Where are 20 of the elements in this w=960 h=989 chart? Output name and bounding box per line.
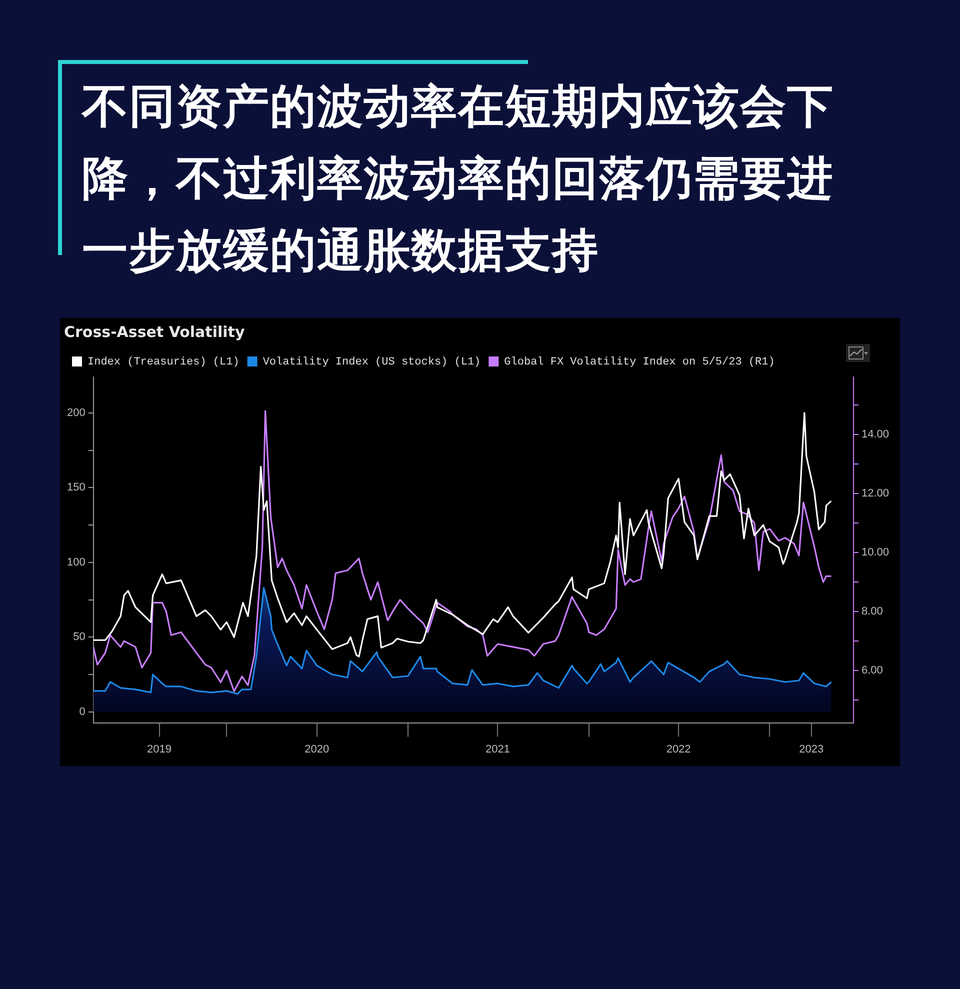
x-tick-label: 2021 — [485, 743, 510, 756]
y2-tick-label: 10.00 — [861, 546, 890, 559]
y2-tick-label: 12.00 — [861, 488, 890, 500]
x-tick-label: 2022 — [666, 743, 691, 756]
y2-tick-label: 6.00 — [861, 664, 883, 677]
y-tick-label: 100 — [66, 556, 86, 568]
x-tick-label: 2020 — [304, 743, 330, 756]
y-tick-label: 150 — [66, 482, 86, 494]
legend-label: Volatility Index (US stocks) (L1) — [262, 356, 481, 368]
y-tick-label: 50 — [73, 631, 86, 644]
legend-label: Index (Treasuries) (L1) — [88, 356, 240, 368]
y2-tick-label: 8.00 — [861, 606, 883, 618]
x-tick-label: 2019 — [147, 743, 172, 756]
chart-subtitle: Cross-Asset Volatility — [64, 322, 245, 341]
chart-title: 不同资产的波动率在短期内应该会下降，不过利率波动率的回落仍需要进一步放缓的通胀数据支持 — [82, 78, 835, 279]
y-tick-label: 0 — [79, 706, 86, 718]
y2-tick-label: 14.00 — [861, 428, 890, 441]
y-tick-label: 200 — [66, 406, 86, 419]
x-tick-label: 2023 — [799, 743, 824, 756]
legend-label: Global FX Volatility Index on 5/5/23 (R1) — [504, 356, 775, 368]
